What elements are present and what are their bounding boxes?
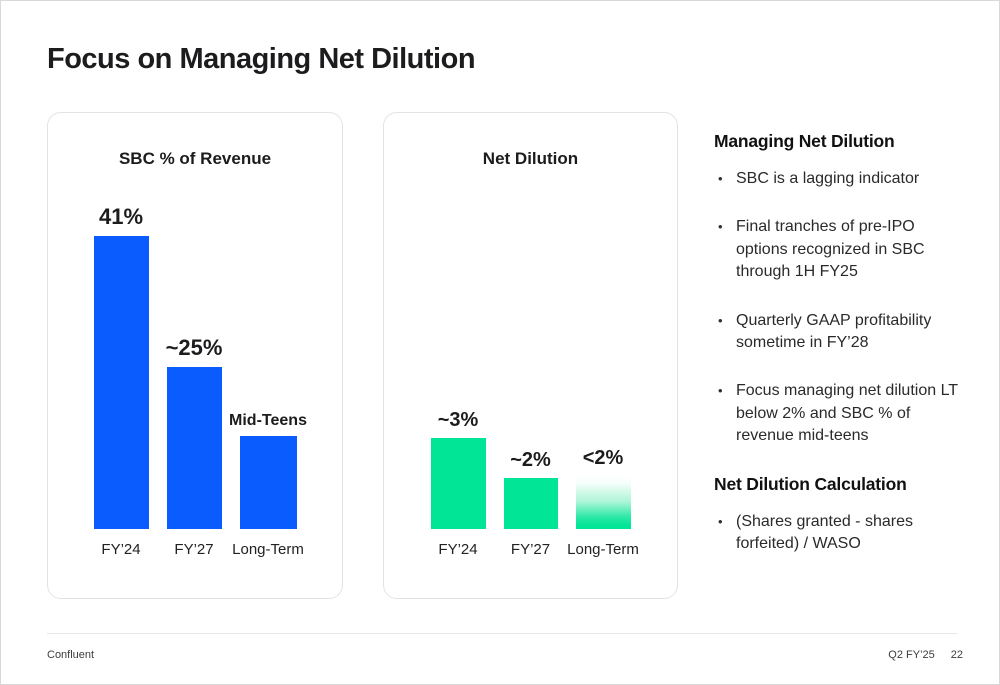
bullet-dot: •: [718, 219, 723, 235]
footer-page-number: 22: [950, 649, 963, 661]
bar: [166, 367, 222, 529]
bullet-dot: •: [718, 383, 723, 399]
bullet-text: Final tranches of pre-IPO options recogn…: [736, 218, 925, 281]
bar-category-label: Long-Term: [567, 541, 639, 558]
bar-value-label: Mid-Teens: [229, 412, 307, 429]
sbc-chart-card: SBC % of Revenue 41% FY’24 ~25% FY’27 Mid-Te…: [47, 112, 343, 599]
bar-value-label: <2%: [582, 447, 624, 469]
bar: [239, 436, 297, 529]
sidebar-section: Managing Net Dilution • SBC is a lagging i…: [714, 131, 969, 448]
bar: [503, 478, 558, 529]
bullet-item: • Quarterly GAAP profitability sometime i…: [714, 310, 969, 355]
bullet-text: Quarterly GAAP profitability sometime in…: [736, 311, 932, 351]
bar-column: Mid-Teens Long-Term: [229, 412, 307, 558]
bar-value-label: ~25%: [165, 335, 223, 360]
footer-divider: [47, 633, 957, 634]
footer-meta: Q2 FY’25 22: [888, 649, 963, 661]
notes-sidebar: Managing Net Dilution • SBC is a lagging i…: [714, 131, 969, 581]
bar-column: ~25% FY’27: [165, 335, 223, 558]
net-dilution-chart-plot: ~3% FY’24 ~2% FY’27 <2% Long-Term: [384, 409, 677, 558]
footer-quarter-label: Q2 FY’25: [888, 649, 935, 661]
bar-column: <2% Long-Term: [567, 447, 639, 558]
bar-category-label: FY’24: [438, 541, 478, 558]
bullet-item: • SBC is a lagging indicator: [714, 168, 969, 190]
bar-value-label: 41%: [98, 204, 144, 229]
page-title: Focus on Managing Net Dilution: [47, 43, 476, 75]
bar: [430, 438, 486, 529]
bullet-text: SBC is a lagging indicator: [736, 170, 920, 187]
bar-column: ~2% FY’27: [503, 449, 558, 558]
bar: [575, 476, 631, 529]
bullet-item: • Final tranches of pre-IPO options recog…: [714, 216, 969, 283]
bullet-text: (Shares granted - shares forfeited) / WA…: [736, 512, 913, 552]
sidebar-section-heading: Managing Net Dilution: [714, 131, 895, 151]
bar-column: ~3% FY’24: [430, 409, 486, 558]
footer-company-logo: Confluent: [47, 649, 95, 661]
bar: [93, 236, 149, 529]
sidebar-section: Net Dilution Calculation • (Shares granted…: [714, 474, 969, 556]
bullet-dot: •: [718, 513, 723, 529]
bullet-item: • Focus managing net dilution LT below 2%…: [714, 380, 969, 447]
bar-value-label: ~3%: [437, 409, 479, 431]
sidebar-section-heading: Net Dilution Calculation: [714, 473, 907, 494]
net-dilution-chart-card: Net Dilution ~3% FY’24 ~2% FY’27 <2% Long-Ter…: [383, 112, 678, 599]
bar-category-label: FY’27: [510, 541, 551, 558]
bullet-dot: •: [718, 312, 723, 328]
bullet-dot: •: [718, 171, 723, 186]
bar-column: 41% FY’24: [93, 204, 149, 558]
sbc-chart-plot: 41% FY’24 ~25% FY’27 Mid-Teens Long-Term: [48, 204, 342, 558]
bar-category-label: Long-Term: [232, 541, 304, 558]
bar-category-label: FY’24: [101, 541, 141, 558]
sbc-chart-title: SBC % of Revenue: [118, 149, 272, 168]
bullet-text: Focus managing net dilution LT below 2% …: [736, 382, 958, 445]
bar-value-label: ~2%: [510, 449, 551, 471]
bullet-item: • (Shares granted - shares forfeited) / W…: [714, 511, 969, 556]
bar-category-label: FY’27: [174, 541, 214, 558]
net-dilution-chart-title: Net Dilution: [482, 149, 579, 168]
